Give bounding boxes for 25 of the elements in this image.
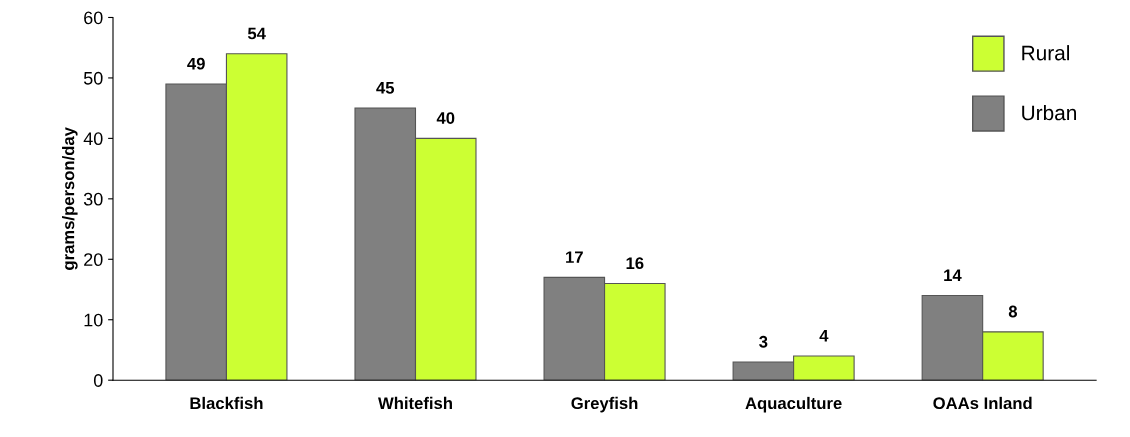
data-label: 3 (759, 335, 768, 348)
y-tick-label: 50 (83, 71, 103, 85)
data-label: 40 (436, 112, 455, 124)
x-tick-label: Blackfish (190, 396, 263, 410)
legend-label: Urban (1022, 104, 1076, 121)
data-label: 45 (376, 82, 395, 94)
x-tick-label: Whitefish (378, 396, 452, 410)
data-label: 14 (944, 269, 962, 281)
y-tick-label: 20 (84, 253, 103, 267)
data-label: 8 (1008, 305, 1018, 318)
y-tick-label: 60 (84, 11, 103, 25)
data-label: 54 (247, 27, 266, 40)
y-tick-label: 30 (83, 192, 103, 206)
data-label: 4 (819, 329, 829, 342)
x-tick-label: Aquaculture (745, 396, 842, 413)
data-label: 16 (626, 257, 644, 270)
y-tick-label: 0 (93, 374, 103, 387)
x-tick-label: OAAs Inland (933, 396, 1032, 410)
data-label: 17 (566, 251, 583, 263)
legend-label: Rural (1022, 45, 1069, 61)
data-label: 49 (187, 57, 205, 70)
y-tick-label: 10 (84, 313, 103, 327)
y-axis-title: grams/person/day (62, 127, 78, 270)
x-tick-label: Greyfish (571, 396, 638, 413)
y-tick-label: 40 (83, 132, 103, 146)
